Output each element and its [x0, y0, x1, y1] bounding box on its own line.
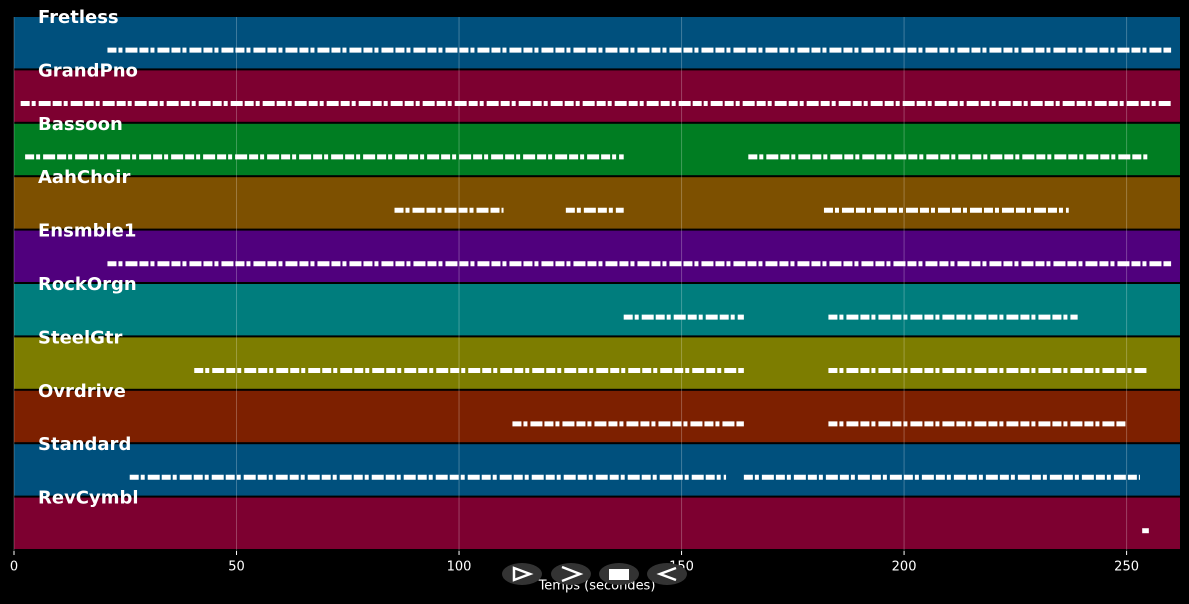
play-button[interactable] [502, 563, 542, 585]
playback-controls [502, 563, 687, 585]
track-band [14, 177, 1180, 229]
track-band [14, 70, 1180, 122]
track-label: SteelGtr [38, 327, 123, 348]
x-tick-label: 0 [10, 560, 18, 575]
x-tick-label: 50 [228, 560, 245, 575]
track-label: Standard [38, 434, 131, 455]
track-label: Fretless [38, 7, 119, 28]
tracks [14, 17, 1180, 549]
track-band [14, 230, 1180, 282]
track-band [14, 17, 1180, 69]
x-tick-label: 250 [1114, 560, 1139, 575]
grid: 050100150200250 [10, 17, 1139, 575]
track-band [14, 497, 1180, 549]
track-label: GrandPno [38, 60, 138, 81]
stop-button[interactable] [599, 563, 639, 585]
track-label: RockOrgn [38, 274, 137, 295]
track-band [14, 337, 1180, 389]
track-label: RevCymbl [38, 488, 139, 509]
track-band [14, 444, 1180, 496]
track-label: AahChoir [38, 167, 130, 188]
track-band [14, 284, 1180, 336]
labels: Fretless GrandPno Bassoon AahChoir Ensmble1 R… [38, 7, 139, 509]
track-label: Bassoon [38, 114, 123, 135]
x-tick-label: 100 [447, 560, 472, 575]
track-band [14, 123, 1180, 176]
track-band [14, 390, 1180, 443]
rewind-button[interactable] [647, 563, 687, 585]
x-tick-label: 200 [892, 560, 917, 575]
track-label: Ovrdrive [38, 381, 126, 402]
track-label: Ensmble1 [38, 221, 136, 242]
forward-button[interactable] [551, 563, 591, 585]
